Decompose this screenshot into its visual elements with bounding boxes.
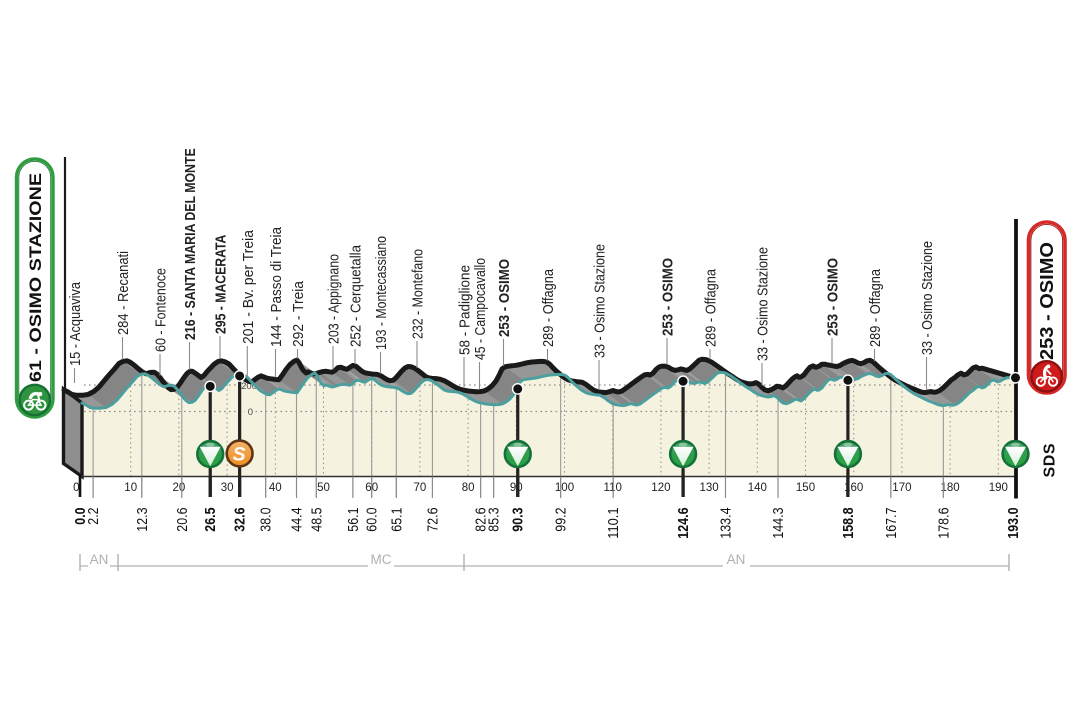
svg-text:232 - Montefano: 232 - Montefano [410, 249, 427, 339]
svg-text:80: 80 [462, 482, 475, 494]
svg-text:44.4: 44.4 [289, 508, 306, 532]
svg-text:60 - Fontenoce: 60 - Fontenoce [153, 268, 170, 352]
svg-text:178.6: 178.6 [935, 508, 952, 539]
svg-text:33 - Osimo Stazione: 33 - Osimo Stazione [919, 241, 936, 355]
svg-text:20.6: 20.6 [174, 508, 191, 532]
svg-text:SDS: SDS [1042, 443, 1059, 477]
svg-text:295 - MACERATA: 295 - MACERATA [213, 234, 230, 334]
svg-text:180: 180 [941, 482, 960, 494]
svg-text:252 - Cerquetalla: 252 - Cerquetalla [348, 244, 365, 347]
svg-text:40: 40 [269, 482, 282, 494]
svg-text:150: 150 [796, 482, 815, 494]
svg-text:99.2: 99.2 [553, 508, 570, 532]
svg-text:20: 20 [173, 482, 186, 494]
svg-text:10: 10 [124, 482, 137, 494]
svg-text:140: 140 [748, 482, 767, 494]
svg-text:120: 120 [651, 482, 670, 494]
svg-text:253 - OSIMO: 253 - OSIMO [660, 258, 677, 336]
svg-text:124.6: 124.6 [675, 508, 692, 539]
svg-text:65.1: 65.1 [388, 508, 405, 532]
svg-text:253 - OSIMO: 253 - OSIMO [496, 259, 513, 337]
svg-text:253 - OSIMO: 253 - OSIMO [825, 258, 842, 336]
svg-text:289 - Offagna: 289 - Offagna [867, 268, 884, 347]
svg-text:253 - OSIMO: 253 - OSIMO [1037, 242, 1057, 360]
svg-text:0: 0 [73, 482, 79, 494]
svg-text:12.3: 12.3 [134, 508, 151, 532]
svg-text:167.7: 167.7 [883, 508, 900, 539]
svg-text:33 - Osimo Stazione: 33 - Osimo Stazione [592, 244, 609, 358]
svg-text:144.3: 144.3 [770, 508, 787, 539]
svg-text:48.5: 48.5 [308, 508, 325, 532]
svg-text:26.5: 26.5 [202, 508, 219, 532]
svg-text:158.8: 158.8 [840, 508, 857, 539]
svg-text:AN: AN [727, 552, 746, 567]
svg-text:56.1: 56.1 [345, 508, 362, 532]
svg-text:200: 200 [241, 381, 257, 392]
svg-text:90.3: 90.3 [510, 508, 527, 532]
svg-text:32.6: 32.6 [232, 508, 249, 532]
svg-text:58 - Padiglione: 58 - Padiglione [457, 265, 474, 355]
svg-text:30: 30 [221, 482, 234, 494]
svg-text:110.1: 110.1 [605, 508, 622, 539]
svg-text:170: 170 [892, 482, 911, 494]
svg-text:70: 70 [414, 482, 427, 494]
svg-text:133.4: 133.4 [717, 508, 734, 539]
svg-text:284 - Recanati: 284 - Recanati [115, 251, 132, 335]
svg-text:144 - Passo di Treia: 144 - Passo di Treia [268, 226, 285, 347]
svg-text:0: 0 [248, 407, 253, 418]
svg-text:85.3: 85.3 [486, 508, 503, 532]
svg-text:201 - Bv. per Treia: 201 - Bv. per Treia [240, 229, 257, 344]
svg-text:292 - Treia: 292 - Treia [290, 280, 307, 347]
svg-text:60.0: 60.0 [364, 508, 381, 532]
svg-text:72.6: 72.6 [424, 508, 441, 532]
svg-text:100: 100 [555, 482, 574, 494]
svg-text:190: 190 [989, 482, 1008, 494]
svg-text:45 - Campocavallo: 45 - Campocavallo [472, 258, 489, 360]
svg-text:33 - Osimo Stazione: 33 - Osimo Stazione [755, 247, 772, 361]
svg-text:193.0: 193.0 [1005, 508, 1022, 539]
svg-text:15 - Acquaviva: 15 - Acquaviva [67, 281, 84, 366]
svg-text:S: S [233, 444, 246, 466]
svg-text:193 - Montecassiano: 193 - Montecassiano [373, 236, 390, 350]
svg-text:61 - OSIMO STAZIONE: 61 - OSIMO STAZIONE [26, 173, 45, 382]
svg-text:289 - Offagna: 289 - Offagna [540, 268, 557, 347]
svg-text:AN: AN [90, 552, 109, 567]
svg-text:216 - SANTA MARIA DEL MONTE: 216 - SANTA MARIA DEL MONTE [182, 148, 199, 340]
svg-text:MC: MC [371, 552, 392, 567]
svg-text:82.6: 82.6 [473, 508, 490, 532]
svg-text:38.0: 38.0 [258, 508, 275, 532]
svg-text:2.2: 2.2 [85, 508, 102, 525]
svg-text:289 - Offagna: 289 - Offagna [703, 268, 720, 347]
svg-text:0.0: 0.0 [72, 508, 89, 525]
svg-text:50: 50 [317, 482, 330, 494]
svg-text:130: 130 [700, 482, 719, 494]
svg-text:203 - Appignano: 203 - Appignano [326, 254, 343, 344]
